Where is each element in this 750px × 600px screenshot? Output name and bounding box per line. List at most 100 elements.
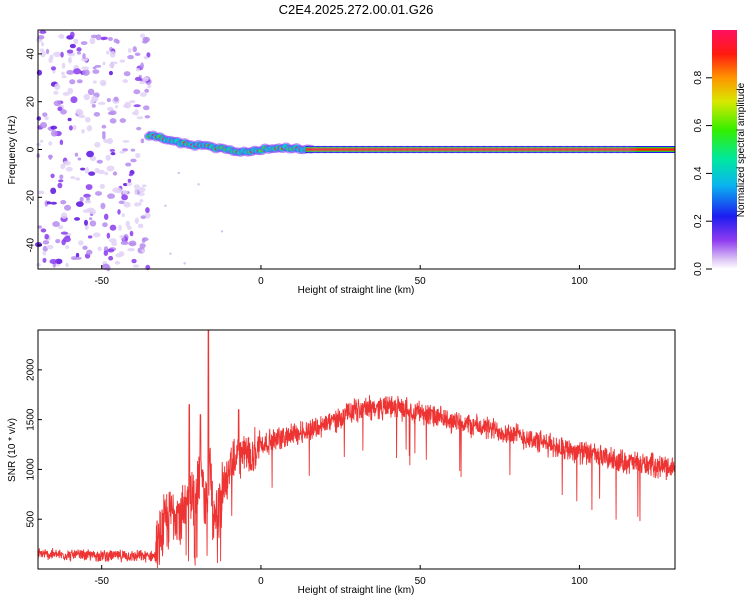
spectrogram-noise-blob <box>115 39 120 44</box>
spectrogram-noise-blob <box>81 129 85 134</box>
spectrogram-noise-blob <box>133 104 141 108</box>
spectrogram-noise-blob <box>82 245 88 250</box>
spectrogram-noise-blob <box>95 191 103 196</box>
spectrogram-noise-blob <box>134 52 141 56</box>
carrier-line-glow <box>605 145 618 154</box>
spectrogram-noise-blob <box>50 187 57 195</box>
spectrogram-noise-blob <box>83 93 91 101</box>
spectrogram-noise-blob <box>80 41 88 46</box>
spectrogram-noise-blob <box>102 61 106 66</box>
spectrogram-noise-blob <box>197 183 200 186</box>
spectrogram-noise-blob <box>89 217 93 221</box>
spectrogram-noise-blob <box>97 101 106 105</box>
carrier-line-glow <box>477 145 490 154</box>
spectrogram-noise-blob <box>42 112 48 117</box>
spectrogram-noise-blob <box>73 68 82 75</box>
spectrogram-noise-blob <box>109 118 117 124</box>
spectrogram-noise-blob <box>63 160 71 166</box>
spectrogram-x-tick-label: 0 <box>258 276 264 287</box>
spectrogram-noise-blob <box>107 193 116 199</box>
spectrogram-noise-blob <box>42 240 50 245</box>
spectrogram-noise-blob <box>70 176 76 180</box>
spectrogram-noise-blob <box>109 148 116 152</box>
spectrogram-noise-blob <box>49 258 58 264</box>
spectrogram-noise-blob <box>65 245 69 250</box>
spectrogram-noise-blob <box>84 200 92 204</box>
spectrogram-noise-blob <box>53 90 59 95</box>
spectrogram-noise-blob <box>129 230 134 237</box>
snr-y-tick-label: 2000 <box>26 358 37 381</box>
spectrogram-noise-blob <box>90 98 94 105</box>
spectrogram-noise-blob <box>122 148 129 152</box>
spectrogram-noise-blob <box>127 247 135 252</box>
spectrogram-noise-blob <box>106 106 114 112</box>
spectrogram-noise-blob <box>106 232 111 239</box>
spectrogram-noise-blob <box>118 224 122 231</box>
spectrogram-noise-blob <box>119 118 127 123</box>
spectrogram-noise-blob <box>106 97 111 103</box>
spectrogram-noise-blob <box>135 67 141 72</box>
spectrogram-noise-blob <box>68 125 73 131</box>
carrier-line-glow <box>369 145 382 154</box>
spectrogram-x-tick-label: -50 <box>94 276 109 287</box>
spectrogram-y-tick-label: -40 <box>26 237 37 252</box>
spectrogram-noise-blob <box>84 116 91 123</box>
spectrogram-noise-blob <box>127 48 132 54</box>
spectrogram-noise-blob <box>65 166 73 172</box>
carrier-line-glow <box>535 145 548 154</box>
carrier-line-glow <box>560 145 573 154</box>
spectrogram-noise-blob <box>70 96 78 104</box>
spectrogram-noise-blob <box>58 34 65 39</box>
spectrogram-y-tick-label: -20 <box>26 190 37 205</box>
snr-x-tick-label: 100 <box>571 576 588 587</box>
colorbar-gradient <box>712 30 737 269</box>
spectrogram-noise-blob <box>141 184 147 188</box>
carrier-line-glow <box>318 145 331 154</box>
spectrogram-noise-blob <box>123 104 129 108</box>
snr-frame <box>37 329 676 570</box>
spectrogram-noise-blob <box>48 141 53 146</box>
spectrogram-noise-blob <box>123 201 131 208</box>
snr-panel: -50 0 50 100 500 1000 1500 2000 Height of stra… <box>7 329 676 596</box>
spectrogram-noise-blob <box>103 138 111 144</box>
spectrogram-noise-blob <box>127 54 134 60</box>
spectrogram-noise-blob <box>59 139 64 146</box>
spectrogram-noise-blob <box>40 50 46 58</box>
spectrogram-noise-blob <box>55 258 63 265</box>
spectrogram-noise-blob <box>89 37 96 45</box>
spectrogram-noise-blob <box>101 81 107 86</box>
spectrogram-noise-blob <box>66 49 74 54</box>
snr-y-tick-label: 1500 <box>26 408 37 431</box>
spectrogram-noise-blob <box>122 139 130 143</box>
spectrogram-noise-blob <box>53 100 62 107</box>
spectrogram-noise-blob <box>134 188 138 195</box>
carrier-line-glow <box>516 145 529 154</box>
spectrogram-noise-blob <box>128 173 133 177</box>
colorbar-tick-label: 0.0 <box>693 262 704 276</box>
spectrogram-noise-blob <box>144 115 151 119</box>
spectrogram-noise-blob <box>53 51 62 58</box>
spectrogram-noise-blob <box>107 111 115 115</box>
spectrogram-noise-blob <box>118 200 125 205</box>
carrier-line-glow <box>350 145 363 154</box>
carrier-line-glow <box>465 145 478 154</box>
spectrogram-noise-blob <box>139 33 146 38</box>
carrier-line-glow <box>325 145 338 154</box>
spectrogram-noise-blob <box>123 71 131 77</box>
colorbar-tick-label: 0.2 <box>693 214 704 228</box>
spectrogram-noise-blob <box>37 35 45 40</box>
spectrogram-noise-blob <box>114 105 119 109</box>
carrier-line-glow <box>356 145 369 154</box>
spectrogram-noise-blob <box>139 243 146 249</box>
colorbar-tick-label: 0.6 <box>693 118 704 132</box>
carrier-line-glow <box>375 145 388 154</box>
carrier-line-glow <box>471 145 484 154</box>
spectrogram-noise-blob <box>87 88 95 96</box>
carrier-line-glow <box>401 145 414 154</box>
spectrogram-noise-blob <box>74 217 81 221</box>
spectrogram-noise-blob <box>134 109 139 116</box>
spectrogram-noise-blob <box>105 154 111 161</box>
spectrogram-noise-blob <box>132 264 140 268</box>
spectrogram-noise-blob <box>61 212 68 219</box>
carrier-line-glow <box>624 145 637 154</box>
